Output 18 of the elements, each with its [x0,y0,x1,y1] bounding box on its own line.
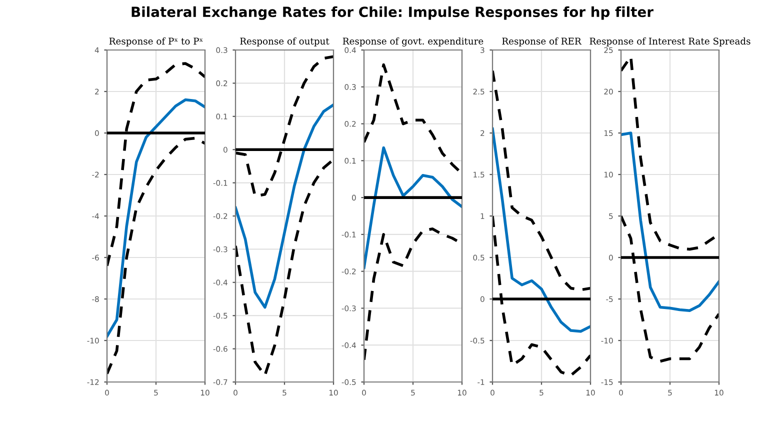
line-series [236,158,334,377]
chart-title: Response of Interest Rate Spreads [590,37,750,46]
line-series [492,69,590,292]
chart-title: Response of output [240,37,330,46]
line-series [236,103,334,309]
line-series [621,132,719,312]
chart-title: Response of RER [502,37,582,46]
line-series [107,98,205,338]
chart-title: Response of govt. expenditure [342,37,484,46]
line-series [236,55,334,198]
line-series [107,62,205,268]
text: Bilateral Exchange Rates for Chile: Impulse Responses for hp filter [132,6,654,20]
line-series [492,214,590,377]
line-series [107,136,205,376]
chart-title: Response of Pˣ to Pˣ [109,37,203,46]
line-series [492,127,590,333]
line-series [364,146,462,270]
line-series [621,214,719,363]
